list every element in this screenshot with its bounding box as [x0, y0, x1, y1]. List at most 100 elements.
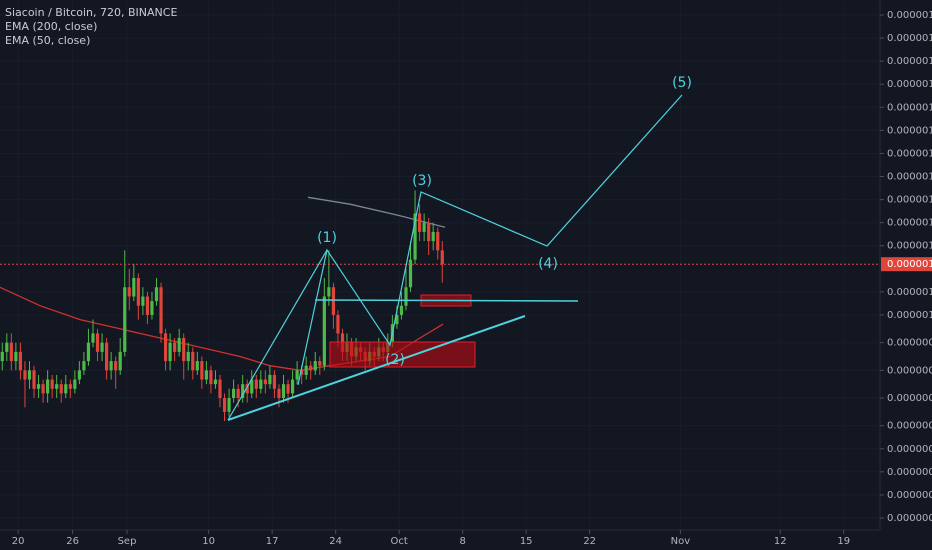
trend-line [227, 315, 526, 421]
y-tick-label: 0.00000071 [887, 444, 932, 455]
candle-body [68, 384, 72, 389]
candle-body [336, 314, 340, 334]
y-tick-label: 0.00000125 [887, 195, 932, 206]
candle-body [236, 388, 240, 399]
y-tick-label: 0.00000160 [887, 33, 932, 44]
last-price-box [881, 257, 932, 272]
candle-body [327, 287, 331, 297]
candle-body [213, 379, 218, 385]
zone-box [329, 341, 476, 368]
candle-body [59, 384, 63, 394]
y-tick-label: 0.00000076 [887, 421, 932, 432]
candle-body [241, 384, 245, 399]
y-tick-label: 0.00000165 [887, 10, 932, 21]
candle-body [300, 370, 304, 375]
candle-body [154, 287, 159, 302]
candle-body [331, 287, 336, 315]
candle-body [318, 361, 322, 366]
y-tick-label: 0.00000120 [887, 218, 932, 229]
candle-body [295, 370, 299, 380]
y-tick-label: 0.00000115 [887, 241, 932, 252]
price-axis [880, 0, 932, 550]
y-tick-label: 0.00000100 [887, 310, 932, 321]
candle-body [104, 342, 109, 371]
candle-body [118, 351, 122, 371]
candle-body [322, 296, 326, 366]
x-tick-label: 26 [66, 536, 79, 547]
candle-body [404, 287, 408, 306]
candle-body [114, 361, 118, 371]
candle-body [32, 370, 36, 389]
candle-body [413, 213, 417, 260]
y-tick-label: 0.00000088 [887, 365, 932, 376]
candle-body [259, 379, 263, 389]
candle-body [427, 222, 431, 242]
candle-body [9, 342, 13, 362]
x-tick-label: 8 [459, 536, 465, 547]
candle-body [145, 296, 150, 315]
candle-body [23, 370, 27, 380]
y-tick-label: 0.00000145 [887, 102, 932, 113]
y-tick-label: 0.00000135 [887, 148, 932, 159]
legend-entry: EMA (200, close) [5, 20, 97, 33]
candle-body [14, 351, 18, 362]
candle-body [50, 379, 54, 389]
candle-body [73, 379, 77, 389]
candle-body [168, 342, 172, 362]
candle-body [431, 231, 435, 242]
candle-body [268, 374, 272, 385]
candle-body [173, 342, 177, 352]
x-tick-label: 17 [266, 536, 279, 547]
y-tick-label: 0.00000130 [887, 172, 932, 183]
x-tick-label: 15 [520, 536, 533, 547]
candle-body [277, 388, 281, 399]
wave-line [227, 249, 328, 421]
candle-body [191, 351, 195, 371]
x-tick-label: 12 [774, 536, 787, 547]
y-tick-label: 0.00000056 [887, 513, 932, 524]
x-tick-label: Sep [118, 536, 137, 547]
candle-body [204, 370, 208, 380]
candle-body [186, 351, 190, 362]
y-tick-label: 0.00000094 [887, 338, 932, 349]
wave-label: (5) [672, 75, 692, 91]
x-tick-label: Nov [671, 536, 691, 547]
candle-body [200, 361, 204, 380]
x-tick-label: 10 [202, 536, 215, 547]
candle-body [227, 398, 231, 412]
candle-body [100, 342, 104, 352]
candle-body [436, 231, 440, 251]
candle-body [182, 338, 186, 362]
candle-body [55, 384, 59, 389]
legend-entry: EMA (50, close) [5, 34, 90, 47]
candle-body [91, 333, 95, 343]
candle-body [177, 338, 181, 352]
trend-line [314, 299, 579, 302]
y-tick-label: 0.00000066 [887, 467, 932, 478]
candle-body [132, 278, 136, 297]
candle-body [27, 370, 32, 380]
x-tick-label: 19 [837, 536, 850, 547]
candle-body [309, 365, 313, 371]
candle-body [141, 296, 145, 306]
wave-label: (3) [412, 173, 432, 189]
x-tick-label: 20 [12, 536, 25, 547]
candle-body [127, 287, 131, 297]
axes: 0.00000165 0.00000160 0.00000155 0.00000150… [5, 10, 932, 547]
ema-line [307, 196, 446, 228]
y-tick-label: 0.00000155 [887, 56, 932, 67]
wave-label: (1) [317, 230, 337, 246]
candle-body [440, 250, 444, 265]
x-tick-label: 22 [583, 536, 596, 547]
candle-body [150, 301, 154, 315]
candle-body [95, 333, 100, 352]
candle-body [163, 333, 168, 362]
y-tick-label: 0.00000061 [887, 490, 932, 501]
candle-body [82, 361, 86, 371]
candle-body [64, 384, 68, 394]
wave-label: (4) [538, 256, 558, 272]
candle-body [245, 384, 249, 394]
y-tick-label: 0.00000150 [887, 79, 932, 90]
candle-body [86, 342, 91, 362]
